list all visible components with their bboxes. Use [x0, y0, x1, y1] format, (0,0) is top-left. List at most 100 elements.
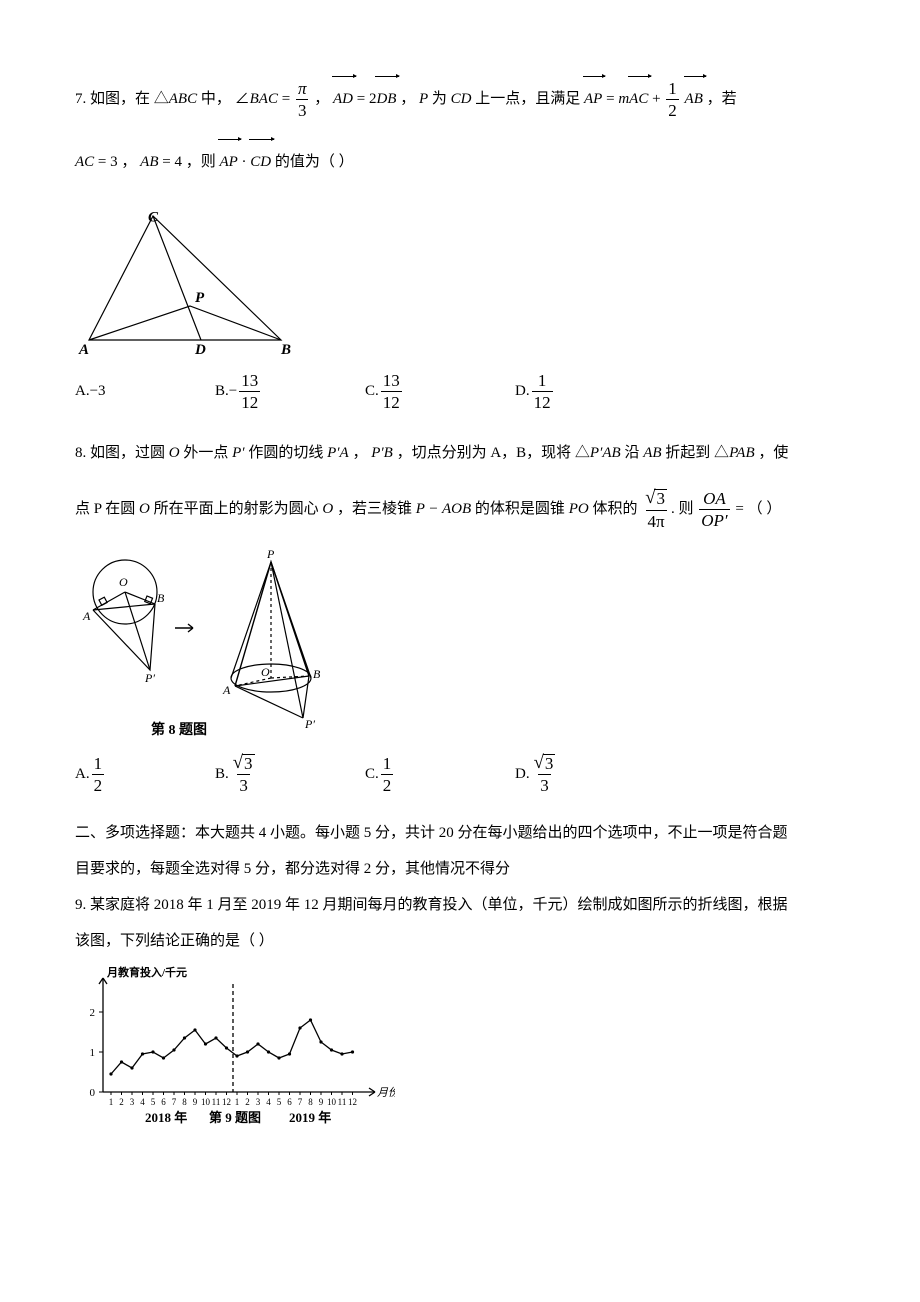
svg-text:P′: P′: [144, 671, 155, 685]
svg-text:1: 1: [235, 1097, 240, 1107]
q7-triangle-svg: A B C D P: [75, 206, 295, 358]
q8-l2c: ，若三棱锥: [333, 501, 416, 517]
q7-eq2: = 2: [353, 91, 376, 107]
svg-text:1: 1: [90, 1047, 96, 1059]
q8-mid4: 沿: [621, 445, 644, 461]
svg-text:2018 年: 2018 年: [145, 1110, 187, 1125]
q8-PAOB: P − AOB: [416, 501, 471, 517]
q7-vec-AP: AP: [584, 80, 602, 119]
q7-B-den: 12: [239, 391, 260, 411]
section2-l2: 目要求的，每题全选对得 5 分，都分选对得 2 分，其他情况不得分: [75, 854, 845, 884]
svg-text:O: O: [119, 575, 128, 589]
q8-O1: O: [169, 445, 180, 461]
q7-opt-C[interactable]: C. 1312: [365, 372, 515, 411]
q7-mid3: 上一点，且满足: [472, 91, 585, 107]
q7-B-label: B.: [215, 380, 229, 403]
svg-text:7: 7: [298, 1097, 303, 1107]
q7-l2-ABv: = 4: [158, 154, 181, 170]
svg-text:8: 8: [308, 1097, 313, 1107]
q7-C-den: 12: [381, 391, 402, 411]
q8-C-frac: 12: [381, 755, 394, 794]
svg-text:12: 12: [222, 1097, 231, 1107]
q8-figure: OABP′ PAB OP′ 第 8 题图: [75, 548, 845, 740]
svg-text:月份: 月份: [377, 1086, 395, 1099]
svg-text:4: 4: [140, 1097, 145, 1107]
q8-D-frac: √33: [532, 754, 558, 795]
q7-lbl-D: D: [194, 342, 206, 358]
q8-prefix: 8. 如图，过圆: [75, 445, 169, 461]
q7-A-val: −3: [90, 380, 106, 403]
q8-A-frac: 12: [92, 755, 105, 794]
q7-D-num: 1: [536, 372, 549, 391]
section2-l1: 二、多项选择题：本大题共 4 小题。每小题 5 分，共计 20 分在每小题给出的…: [75, 818, 845, 848]
q7-l2-vecAP: AP: [219, 143, 237, 182]
svg-text:2019 年: 2019 年: [289, 1110, 331, 1125]
q7-l2-mid: ，则: [182, 154, 220, 170]
svg-text:8: 8: [182, 1097, 187, 1107]
svg-text:3: 3: [256, 1097, 261, 1107]
q7-text: 7. 如图，在 △ABC 中， ∠BAC = π3 ， AD = 2DB ， P…: [75, 80, 845, 119]
q8-opt-B[interactable]: B. √33: [215, 754, 365, 795]
svg-text:1: 1: [109, 1097, 114, 1107]
q8-A-num: 1: [92, 755, 105, 774]
q7-CD: CD: [451, 91, 472, 107]
q7-pi3-num: π: [296, 80, 309, 99]
q7-mid2: 为: [428, 91, 451, 107]
q8-tail1: ，使: [755, 445, 789, 461]
q7-figure: A B C D P: [75, 206, 845, 358]
q7-eq3: =: [602, 91, 618, 107]
q8-mid1: 外一点: [180, 445, 233, 461]
q7-D-den: 12: [532, 391, 553, 411]
q8-opt-A[interactable]: A. 12: [75, 754, 215, 795]
svg-text:第 9 题图: 第 9 题图: [209, 1110, 261, 1125]
q8-B-frac: √33: [231, 754, 257, 795]
svg-text:6: 6: [287, 1097, 292, 1107]
q7-plus: +: [648, 91, 664, 107]
q7-opt-B[interactable]: B. −1312: [215, 372, 365, 411]
svg-text:9: 9: [319, 1097, 324, 1107]
q7-opt-A[interactable]: A. −3: [75, 372, 215, 411]
q8-PO: PO: [569, 501, 589, 517]
svg-text:P: P: [266, 548, 275, 561]
q7-lbl-A: A: [78, 342, 89, 358]
q8-mid3: ，切点分别为 A，B，现将 △: [393, 445, 590, 461]
q7-text-line2: AC = 3 ， AB = 4 ，则 AP · CD 的值为（ ）: [75, 143, 845, 182]
q8-s3-den: 4π: [646, 510, 667, 530]
svg-text:P′: P′: [304, 717, 315, 731]
q7-lbl-C: C: [148, 210, 159, 226]
q7-B-frac: 1312: [239, 372, 260, 411]
q7-l2-vecCD: CD: [250, 143, 271, 182]
q7-lbl-P: P: [195, 290, 205, 306]
q7-12-den: 2: [666, 99, 679, 119]
q8-l2-O2: O: [139, 501, 150, 517]
q8-OA: OA: [701, 490, 728, 509]
q8-PpA: P′A: [327, 445, 349, 461]
q7-lbl-B: B: [280, 342, 291, 358]
q7-eq1: =: [278, 91, 294, 107]
svg-text:11: 11: [212, 1097, 221, 1107]
q7-prefix: 7. 如图，在 △: [75, 91, 169, 107]
q8-C-num: 1: [381, 755, 394, 774]
q8-mid5: 折起到 △: [662, 445, 730, 461]
svg-text:O: O: [261, 665, 270, 679]
q8-B-label: B.: [215, 763, 229, 786]
q7-l2-AC: AC: [75, 154, 94, 170]
svg-text:B: B: [313, 667, 321, 681]
q8-D-num: √3: [532, 754, 558, 775]
q8-svg: OABP′ PAB OP′ 第 8 题图: [75, 548, 335, 740]
q8-opt-D[interactable]: D. √33: [515, 754, 665, 795]
svg-text:2: 2: [245, 1097, 250, 1107]
q8-text: 8. 如图，过圆 O 外一点 P′ 作圆的切线 P′A ， P′B ，切点分别为…: [75, 435, 845, 471]
q8-B-num: √3: [231, 754, 257, 775]
svg-text:3: 3: [130, 1097, 135, 1107]
svg-text:A: A: [82, 609, 91, 623]
q7-l2-ACv: = 3: [94, 154, 117, 170]
q8-opt-C[interactable]: C. 12: [365, 754, 515, 795]
svg-text:7: 7: [172, 1097, 177, 1107]
svg-text:9: 9: [193, 1097, 198, 1107]
q8-l2-O3: O: [322, 501, 333, 517]
q8-s3-num-v: 3: [654, 489, 667, 508]
q7-C-num: 13: [381, 372, 402, 391]
q9-l2: 该图，下列结论正确的是（ ）: [75, 926, 845, 956]
q7-opt-D[interactable]: D. 112: [515, 372, 665, 411]
